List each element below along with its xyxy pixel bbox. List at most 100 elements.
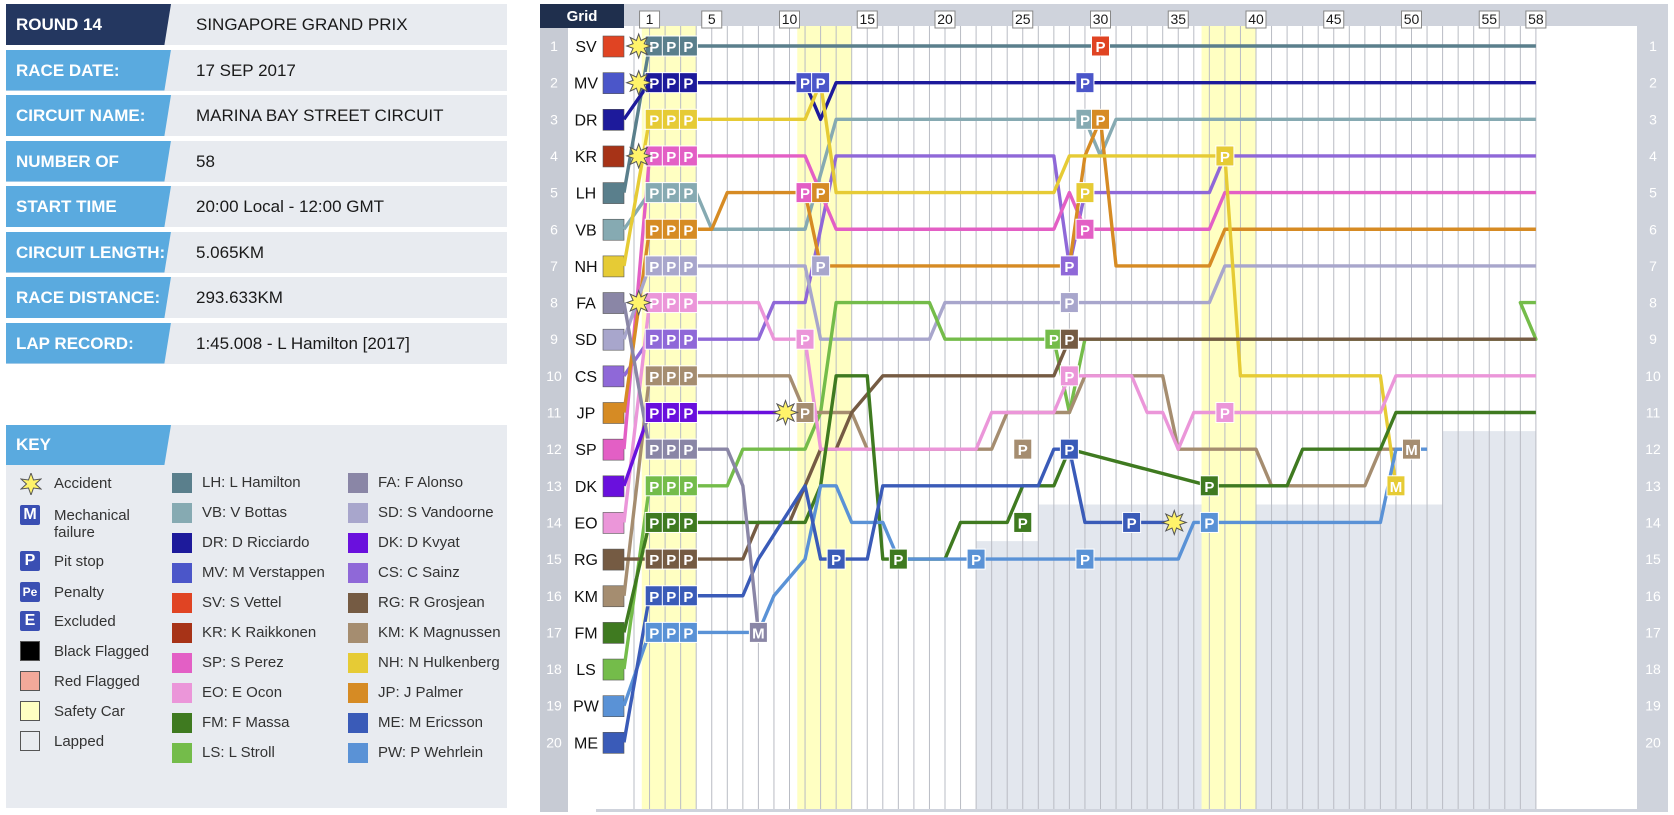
start-pit-marker: P (644, 621, 664, 643)
pit-stop-marker: P (1215, 402, 1235, 423)
start-pit-marker-letter: P (666, 442, 676, 459)
pit-stop-marker-box (811, 182, 831, 204)
grid-driver-code: FA (576, 296, 596, 313)
info-value: 5.065KM (196, 242, 265, 262)
grid-driver-code: JP (577, 406, 596, 423)
info-row: LAP RECORD: 1:45.008 - L Hamilton [2017] (6, 322, 507, 364)
driver-swatch (348, 563, 368, 583)
pit-stop-marker-letter: P (1204, 515, 1214, 532)
driver-key-label: KR: K Raikkonen (202, 624, 317, 641)
start-pit-marker: P (644, 182, 664, 204)
start-pit-marker-letter: P (683, 76, 693, 93)
info-label: LAP RECORD: (6, 322, 171, 364)
key-title: KEY (6, 425, 171, 465)
finish-position-number: 9 (1649, 331, 1657, 347)
lap-tick-label: 58 (1528, 11, 1544, 27)
start-pit-marker: P (678, 145, 698, 167)
start-pit-marker: P (678, 621, 698, 643)
start-pit-marker: P (678, 438, 698, 460)
driver-key-label: DR: D Ricciardo (202, 534, 310, 551)
lap-tick-box (1090, 10, 1111, 29)
start-pit-marker: P (661, 145, 681, 167)
info-value: 1:45.008 - L Hamilton [2017] (196, 333, 410, 353)
info-row: RACE DATE: 17 SEP 2017 (6, 49, 507, 91)
start-pit-marker-box (678, 145, 698, 167)
grid-driver-code: LH (576, 186, 596, 203)
pit-stop-marker-box (811, 72, 831, 94)
key-label: Penalty (54, 584, 105, 601)
start-pit-marker-letter: P (683, 589, 693, 606)
grid-driver-code: SP (575, 442, 596, 459)
start-pit-marker-letter: P (666, 76, 676, 93)
pit-stop-marker-letter: P (1080, 552, 1090, 569)
start-pit-marker-letter: P (649, 112, 659, 129)
pit-stop-marker-letter: P (1064, 332, 1074, 349)
info-value: MARINA BAY STREET CIRCUIT (196, 106, 444, 125)
driver-swatch (172, 533, 192, 553)
key-panel: KEY Accident M Mechanical failure P Pit stop… (6, 425, 507, 808)
mechanical-failure-marker-box (748, 621, 768, 643)
grid-position-number: 9 (550, 331, 558, 347)
grid-driver-swatch (602, 109, 625, 131)
start-pit-marker-letter: P (666, 479, 676, 496)
accident-marker (625, 32, 653, 60)
grid-header (540, 4, 624, 28)
position-column (540, 28, 568, 812)
grid-position-number: 8 (550, 295, 558, 311)
driver-key-label: EO: E Ocon (202, 684, 283, 701)
start-pit-marker-box (678, 108, 698, 130)
start-pit-marker: P (678, 585, 698, 607)
start-pit-marker: P (678, 72, 698, 94)
start-pit-marker: P (661, 108, 681, 130)
start-pit-marker-letter: P (683, 515, 693, 532)
race-info-panel: ROUND 14 SINGAPORE GRAND PRIX RACE DATE: 17… (6, 4, 507, 368)
start-pit-marker-letter: P (666, 552, 676, 569)
driver-key-label: NH: N Hulkenberg (378, 654, 500, 671)
info-label: NUMBER OF LAPS: (6, 140, 171, 182)
grid-driver-swatch (602, 145, 625, 168)
start-pit-marker-letter: P (683, 552, 693, 569)
lap-tick-label: 10 (782, 11, 798, 27)
pit-stop-marker: P (1013, 438, 1033, 460)
finish-position-number: 5 (1649, 185, 1657, 201)
start-pit-marker-letter: P (649, 39, 659, 56)
grid-position-number: 19 (546, 698, 562, 714)
grid-driver-swatch (602, 328, 625, 351)
driver-key-label: LS: L Stroll (202, 744, 275, 761)
grid-driver-swatch (602, 35, 625, 58)
pit-stop-marker-letter: P (1220, 406, 1230, 423)
key-label: Black Flagged (54, 643, 150, 660)
finish-position-number: 1 (1649, 38, 1657, 54)
driver-swatch (348, 473, 368, 493)
pit-stop-marker: P (1215, 145, 1235, 167)
start-pit-marker-letter: P (683, 149, 693, 166)
pit-stop-marker-letter: P (1064, 442, 1074, 459)
start-pit-marker: P (678, 218, 698, 240)
info-row: ROUND 14 SINGAPORE GRAND PRIX (6, 4, 507, 45)
start-pit-marker-letter: P (683, 222, 693, 239)
start-pit-marker-box (678, 402, 698, 423)
start-pit-marker: P (678, 548, 698, 570)
pit-stop-marker-letter: P (1080, 186, 1090, 203)
pit-stop-marker-letter: P (1049, 332, 1059, 349)
pit-stop-marker-box (1075, 72, 1095, 94)
accident-marker (1160, 508, 1188, 537)
grid-driver-swatch (602, 658, 625, 681)
info-label: RACE DATE: (6, 49, 171, 91)
start-pit-marker-box (678, 292, 698, 314)
start-pit-marker-letter: P (683, 406, 693, 423)
info-label: CIRCUIT NAME: (6, 95, 171, 136)
start-pit-marker-letter: P (666, 39, 676, 56)
pit-stop-marker: P (1059, 438, 1079, 460)
start-pit-marker-box (678, 365, 698, 387)
info-label: ROUND 14 (6, 4, 171, 45)
grid-position-number: 17 (546, 624, 562, 640)
start-pit-marker: P (661, 72, 681, 94)
grid-driver-code: FM (574, 625, 597, 642)
grid-driver-code: RG (574, 552, 598, 569)
pit-stop-marker-box (1059, 292, 1079, 314)
series-line-pw (622, 447, 1428, 707)
pit-stop-marker-letter: P (971, 552, 981, 569)
pit-stop-marker-letter: P (1064, 296, 1074, 313)
driver-key-label: PW: P Wehrlein (378, 744, 484, 761)
